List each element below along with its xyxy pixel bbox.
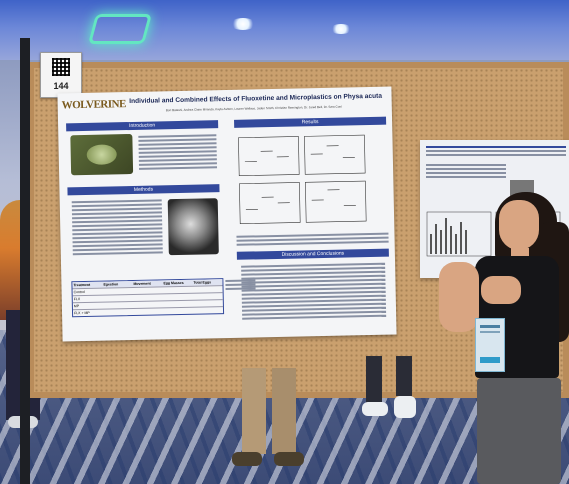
snail-photo [70, 133, 134, 176]
table-row-label: FLX [73, 297, 81, 302]
results-heading: Results [234, 116, 387, 128]
sneaker [362, 402, 388, 416]
snail-shell [86, 144, 117, 165]
ceiling [0, 0, 569, 70]
results-text [236, 231, 389, 248]
poster-number: 144 [53, 81, 69, 91]
attendee-legs-center [232, 368, 304, 468]
methods-heading: Methods [67, 184, 220, 196]
hexagon-ceiling-light [87, 14, 153, 44]
poster-logo: WOLVERINE [61, 98, 126, 112]
methods-text [71, 197, 163, 257]
attendee-legs-right [362, 356, 422, 426]
specimen-photo [167, 198, 219, 256]
shoe [232, 452, 262, 466]
presenter [435, 192, 569, 484]
introduction-heading: Introduction [66, 120, 219, 132]
results-table: Treatment Egestion Movement Egg Masses T… [71, 278, 225, 318]
qr-code-icon [52, 58, 70, 76]
poster-title: Individual and Combined Effects of Fluox… [129, 92, 383, 106]
poster-authors: Bori Batashi, Andrea Claire Miranda, Kay… [165, 104, 342, 113]
arm [439, 262, 479, 332]
discussion-heading: Discussion and Conclusions [236, 248, 389, 260]
table-header: Treatment [73, 282, 91, 288]
face [499, 200, 539, 250]
ceiling-light [230, 18, 256, 30]
introduction-text [138, 132, 218, 172]
clasped-hands [481, 276, 521, 304]
table-header: Total Eggs [193, 280, 212, 285]
sneaker [394, 396, 416, 418]
neighboring-poster-header [426, 144, 566, 158]
shoe [274, 452, 304, 466]
gray-pants [477, 378, 561, 484]
ceiling-light [330, 24, 352, 34]
table-row-label: MP [73, 304, 80, 309]
table-header: Egg Masses [163, 280, 184, 286]
name-badge [475, 318, 505, 372]
table-row-label: Control [73, 289, 85, 295]
results-figure-panels [238, 134, 367, 225]
table-header: Egestion [103, 282, 119, 287]
discussion-text [241, 261, 387, 322]
research-poster: WOLVERINE Individual and Combined Effect… [57, 86, 397, 342]
board-stand-post [20, 38, 30, 484]
poster-number-card: 144 [40, 52, 82, 98]
neighboring-poster-text [426, 162, 506, 180]
table-row-label: FLX + MP [74, 310, 90, 316]
table-header: Movement [133, 281, 151, 286]
